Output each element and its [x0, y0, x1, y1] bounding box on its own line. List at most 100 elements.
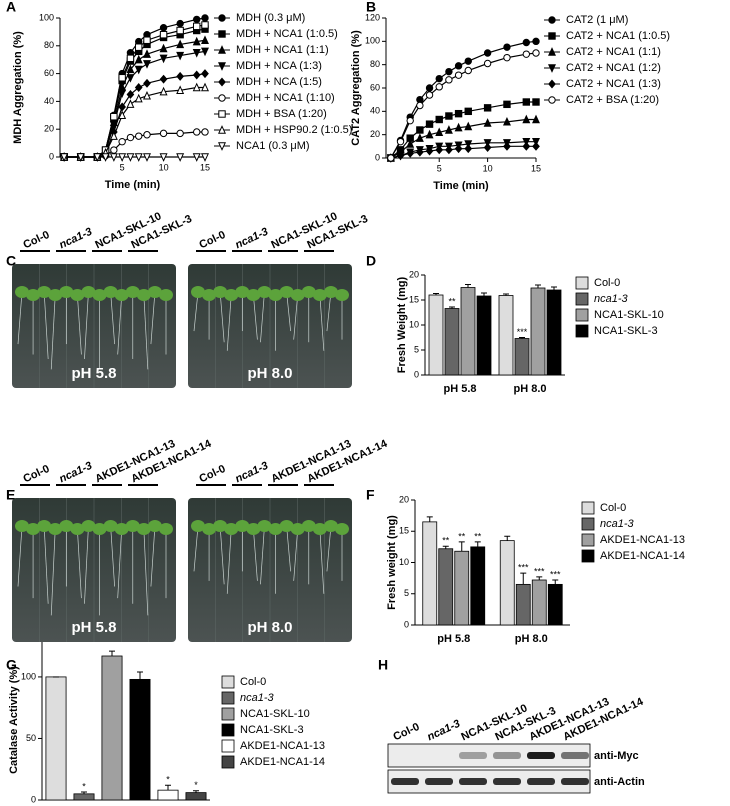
seedling — [81, 520, 96, 532]
error-bar — [536, 576, 543, 580]
bar — [460, 287, 476, 376]
data-point — [176, 39, 185, 49]
root — [17, 291, 23, 345]
data-point — [159, 43, 168, 53]
error-bar — [503, 293, 509, 296]
panel-label: A — [6, 0, 16, 15]
data-point — [126, 153, 135, 162]
seedling — [224, 289, 239, 301]
series-line — [64, 73, 206, 158]
legend-marker — [548, 79, 556, 89]
data-point — [483, 104, 492, 112]
legend-marker — [218, 125, 226, 134]
series-line — [64, 17, 206, 158]
error-bar — [442, 545, 449, 549]
data-point — [387, 154, 395, 162]
error-bar — [426, 516, 433, 522]
data-point — [445, 145, 453, 155]
data-point — [532, 98, 540, 106]
seedling — [257, 286, 272, 298]
bar — [422, 521, 438, 626]
data-point — [454, 122, 463, 132]
seedling — [202, 289, 217, 301]
data-point — [415, 133, 424, 142]
data-point — [522, 38, 531, 47]
seedling — [335, 289, 349, 301]
legend-label: AKDE1-NCA1-13 — [240, 740, 325, 752]
data-point — [201, 82, 209, 92]
data-point — [176, 129, 184, 138]
significance: ** — [474, 531, 482, 541]
legend-label: NCA1-SKL-10 — [240, 708, 310, 720]
blot-strip — [387, 743, 591, 768]
seedling — [37, 520, 52, 532]
seedling — [312, 523, 327, 535]
data-point — [445, 112, 453, 120]
lane-label: nca1-3 — [425, 718, 462, 744]
data-point — [522, 141, 531, 151]
data-point — [176, 51, 185, 61]
bar — [129, 678, 151, 801]
legend-swatch — [575, 308, 589, 322]
legend-label: nca1-3 — [600, 518, 635, 530]
error-bar — [193, 790, 199, 793]
data-point — [143, 90, 151, 100]
data-point — [193, 128, 201, 136]
error-bar — [519, 337, 525, 339]
root — [43, 291, 49, 359]
error-bar — [109, 650, 115, 656]
x-tick-label: 15 — [531, 163, 541, 173]
seedling — [279, 286, 294, 298]
data-point — [176, 153, 185, 162]
significance: * — [194, 780, 198, 790]
band — [391, 778, 419, 785]
y-tick-label: 10 — [409, 319, 419, 329]
root — [77, 294, 82, 355]
legend-swatch — [581, 549, 595, 563]
data-point — [60, 153, 69, 162]
data-point — [192, 82, 201, 92]
lane-label: Col-0 — [197, 229, 227, 251]
y-tick-label: 5 — [404, 588, 409, 598]
y-tick-label: 100 — [365, 36, 380, 46]
seedling — [37, 286, 52, 298]
legend-label: NCA1-SKL-3 — [594, 325, 658, 337]
lane-label: Col-0 — [21, 463, 51, 485]
data-point — [201, 153, 209, 162]
data-point — [159, 86, 168, 96]
data-point — [134, 153, 143, 162]
legend-label: AKDE1-NCA1-14 — [240, 756, 325, 768]
data-point — [435, 115, 443, 124]
y-tick-label: 80 — [370, 59, 380, 69]
data-point — [135, 43, 143, 51]
plate-condition: pH 5.8 — [71, 365, 116, 382]
root — [226, 294, 232, 351]
legend-marker — [548, 96, 556, 104]
bar — [546, 289, 562, 376]
data-point — [118, 89, 127, 98]
data-point — [396, 137, 405, 146]
legend-label: MDH + HSP90.2 (1:0.5) — [236, 124, 352, 136]
root — [293, 528, 299, 581]
seedling — [235, 520, 250, 532]
root — [253, 294, 258, 340]
data-point — [483, 143, 492, 152]
error-bar — [552, 579, 559, 585]
data-point — [502, 116, 511, 126]
root — [143, 528, 149, 616]
legend-marker — [218, 14, 226, 22]
lane-label: nca1-3 — [233, 460, 270, 486]
legend-label: MDH + NCA (1:5) — [236, 76, 322, 88]
seedling — [125, 286, 140, 298]
legend-marker — [548, 16, 556, 24]
data-point — [192, 153, 201, 162]
data-point — [406, 139, 415, 148]
data-point — [193, 15, 201, 24]
legend-marker — [548, 64, 556, 73]
panel-label: D — [366, 253, 376, 269]
y-tick-label: 20 — [44, 124, 54, 134]
legend-label: CAT2 + NCA1 (1:1) — [566, 46, 661, 58]
legend-marker — [218, 62, 226, 71]
root — [117, 294, 123, 355]
legend-swatch — [581, 517, 595, 531]
